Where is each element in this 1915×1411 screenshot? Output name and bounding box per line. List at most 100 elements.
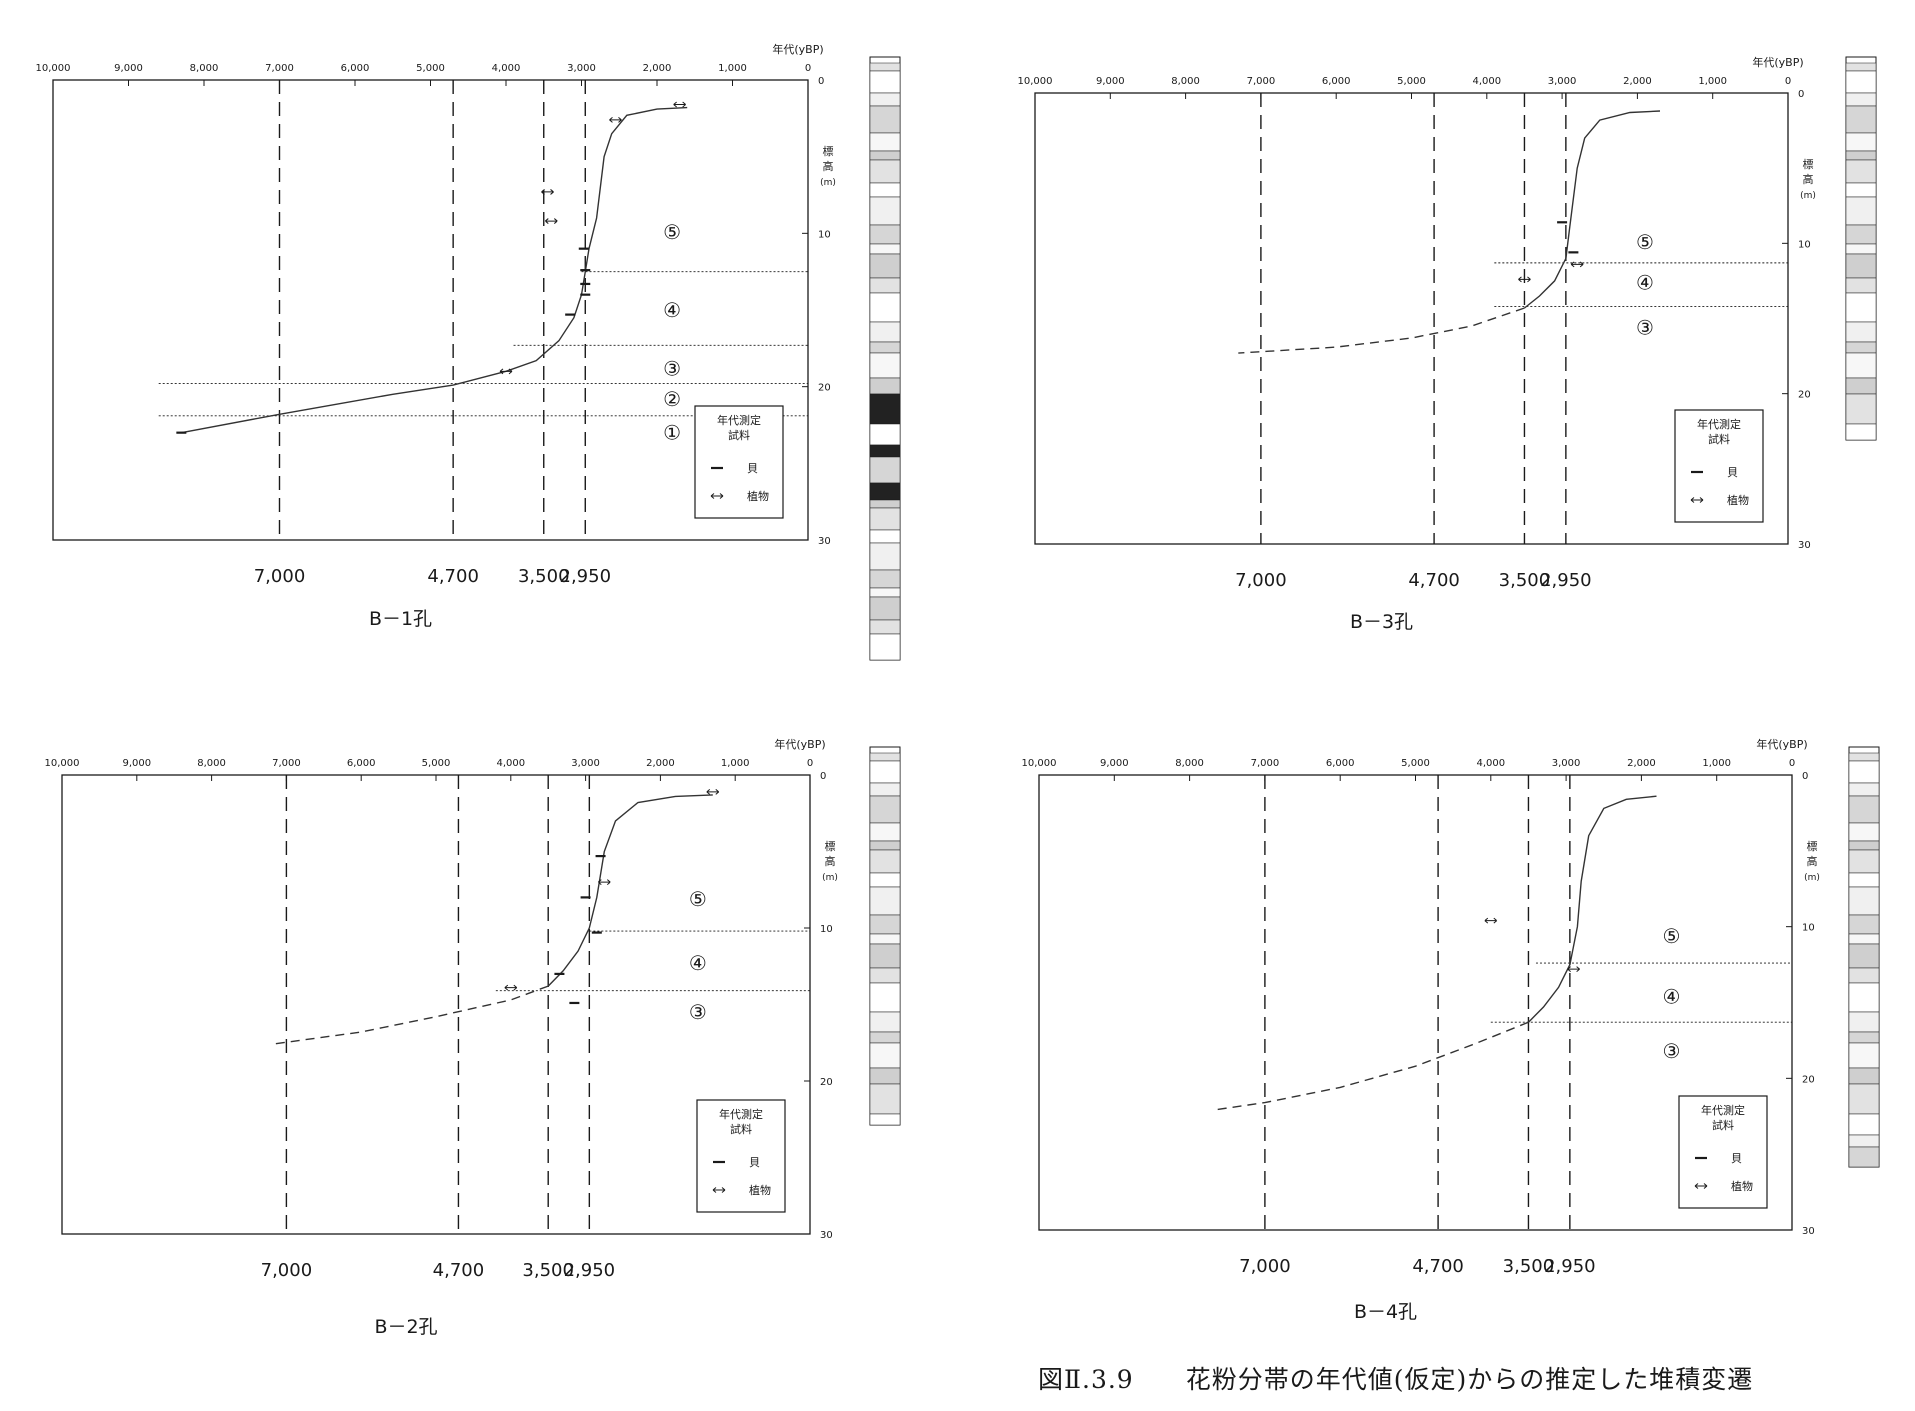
- column-layer: [1848, 1146, 1880, 1168]
- legend-plant-label: 植物: [1731, 1179, 1753, 1193]
- column-layer: [869, 456, 901, 484]
- plant-sample-marker: [544, 218, 558, 224]
- plant-sample-marker: [1570, 261, 1584, 268]
- column-layer: [869, 92, 901, 107]
- zone-label: ①: [663, 421, 681, 445]
- x-tick-label: 6,000: [347, 758, 376, 769]
- y-tick-label: 20: [818, 383, 831, 394]
- column-layer: [1845, 150, 1877, 161]
- legend-title: 試料: [728, 428, 750, 442]
- plant-sample-marker: [706, 788, 720, 795]
- plant-sample-marker: [597, 879, 611, 885]
- geologic-column: [1845, 56, 1877, 441]
- column-layer: [869, 277, 901, 294]
- column-layer: [1845, 70, 1877, 94]
- chart-panel-2: 10,000 9,000 8,000 7,000 6,000 5,000 4,000 3,00…: [1018, 55, 1877, 633]
- zone-label: ④: [1636, 270, 1654, 294]
- x-tick-label: 6,000: [1326, 758, 1355, 769]
- zone-label: ⑤: [689, 887, 707, 911]
- zone-label: ④: [1663, 984, 1681, 1008]
- column-layer: [869, 529, 901, 544]
- column-layer: [1845, 105, 1877, 134]
- column-layer: [1848, 1031, 1880, 1044]
- column-layer: [869, 1083, 901, 1115]
- column-layer: [869, 1031, 901, 1044]
- column-layer: [1845, 224, 1877, 245]
- x-tick-label: 9,000: [114, 63, 143, 74]
- y-axis-label: (m): [820, 178, 836, 188]
- plant-sample-marker: [504, 984, 518, 991]
- legend-box: [696, 1099, 786, 1213]
- column-layer: [1848, 822, 1880, 842]
- legend-title: 年代測定: [1697, 417, 1741, 431]
- column-layer: [1848, 782, 1880, 797]
- x-tick-label: 1,000: [718, 63, 747, 74]
- x-tick-label: 1,000: [1702, 758, 1731, 769]
- column-layer: [869, 70, 901, 94]
- column-layer: [869, 393, 901, 425]
- column-layer: [1848, 914, 1880, 935]
- legend-plant-marker: [712, 1187, 726, 1193]
- x-tick-label: 8,000: [197, 758, 226, 769]
- zone-label: ③: [1663, 1039, 1681, 1063]
- x-tick-label: 10,000: [1022, 758, 1057, 769]
- column-layer: [1845, 92, 1877, 107]
- plant-sample-marker: [609, 116, 622, 123]
- chart-panel-1: 10,000 9,000 8,000 7,000 6,000 5,000 4,000 3,00…: [36, 42, 901, 661]
- y-tick-label: 10: [1802, 923, 1815, 934]
- y-axis-label: 高: [825, 854, 836, 868]
- column-layer: [869, 377, 901, 395]
- column-layer: [1848, 840, 1880, 851]
- y-tick-label: 30: [818, 536, 831, 547]
- column-layer: [1845, 377, 1877, 395]
- column-layer: [869, 132, 901, 152]
- column-layer: [1845, 393, 1877, 425]
- x-tick-label: 2,000: [1623, 76, 1652, 87]
- boundary-label: 3,500: [518, 566, 570, 587]
- x-tick-label: 6,000: [1322, 76, 1351, 87]
- legend-shell-label: 貝: [749, 1156, 760, 1169]
- column-layer: [869, 782, 901, 797]
- y-axis-label: 高: [823, 159, 834, 173]
- x-tick-label: 0: [1785, 76, 1791, 87]
- zone-label: ⑤: [663, 220, 681, 244]
- x-tick-label: 10,000: [1018, 76, 1053, 87]
- legend-title: 年代測定: [717, 413, 761, 427]
- legend-title: 年代測定: [1701, 1103, 1745, 1117]
- zone-label: ④: [663, 298, 681, 322]
- zone-label: ③: [1636, 316, 1654, 340]
- column-layer: [869, 1113, 901, 1126]
- legend-title: 年代測定: [719, 1107, 763, 1121]
- column-layer: [869, 982, 901, 1013]
- x-tick-label: 8,000: [1175, 758, 1204, 769]
- boundary-label: 7,000: [1239, 1256, 1291, 1277]
- column-layer: [869, 872, 901, 888]
- column-layer: [1845, 243, 1877, 255]
- x-tick-label: 0: [1789, 758, 1795, 769]
- column-layer: [869, 1067, 901, 1085]
- column-layer: [1848, 967, 1880, 984]
- x-tick-label: 8,000: [1171, 76, 1200, 87]
- column-layer: [1848, 1042, 1880, 1069]
- column-layer: [1848, 1067, 1880, 1085]
- y-tick-label: 20: [820, 1077, 833, 1088]
- boundary-label: 7,000: [1235, 570, 1287, 591]
- x-tick-label: 5,000: [1401, 758, 1430, 769]
- column-layer: [869, 341, 901, 354]
- column-layer: [1845, 292, 1877, 323]
- geologic-column: [869, 56, 901, 661]
- column-layer: [869, 596, 901, 621]
- chart-title: B－1孔: [369, 608, 432, 630]
- column-layer: [869, 795, 901, 824]
- column-layer: [869, 62, 901, 72]
- column-layer: [869, 499, 901, 509]
- column-layer: [1845, 132, 1877, 152]
- x-tick-label: 2,000: [643, 63, 672, 74]
- legend-title: 試料: [1708, 432, 1730, 446]
- figure-caption: 図Ⅱ.3.9 花粉分帯の年代値(仮定)からの推定した堆積変遷: [1038, 1365, 1754, 1394]
- x-tick-label: 3,000: [1552, 758, 1581, 769]
- column-layer: [1848, 1113, 1880, 1136]
- column-layer: [869, 507, 901, 531]
